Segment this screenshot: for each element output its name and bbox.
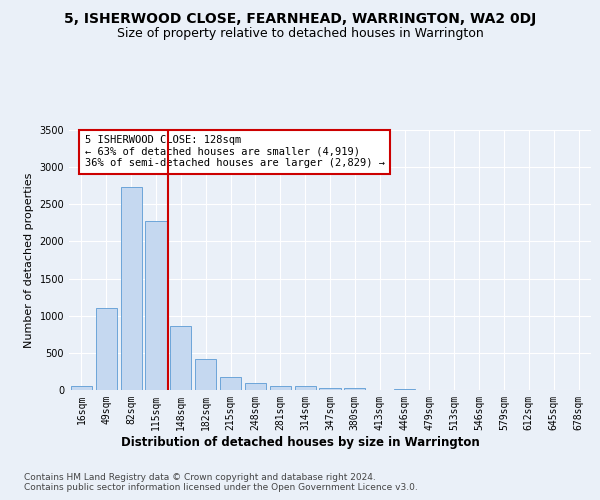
Bar xyxy=(71,386,92,390)
Bar xyxy=(319,388,341,390)
Y-axis label: Number of detached properties: Number of detached properties xyxy=(24,172,34,348)
Text: Distribution of detached houses by size in Warrington: Distribution of detached houses by size … xyxy=(121,436,479,449)
Bar xyxy=(170,326,191,390)
Bar xyxy=(145,220,167,390)
Text: 5 ISHERWOOD CLOSE: 128sqm
← 63% of detached houses are smaller (4,919)
36% of se: 5 ISHERWOOD CLOSE: 128sqm ← 63% of detac… xyxy=(85,135,385,168)
Bar xyxy=(96,308,117,390)
Text: Contains HM Land Registry data © Crown copyright and database right 2024.
Contai: Contains HM Land Registry data © Crown c… xyxy=(24,472,418,492)
Bar xyxy=(245,384,266,390)
Bar xyxy=(121,187,142,390)
Bar xyxy=(394,388,415,390)
Bar xyxy=(195,359,216,390)
Bar xyxy=(270,386,291,390)
Bar xyxy=(344,388,365,390)
Bar xyxy=(220,377,241,390)
Text: Size of property relative to detached houses in Warrington: Size of property relative to detached ho… xyxy=(116,28,484,40)
Bar xyxy=(295,386,316,390)
Text: 5, ISHERWOOD CLOSE, FEARNHEAD, WARRINGTON, WA2 0DJ: 5, ISHERWOOD CLOSE, FEARNHEAD, WARRINGTO… xyxy=(64,12,536,26)
